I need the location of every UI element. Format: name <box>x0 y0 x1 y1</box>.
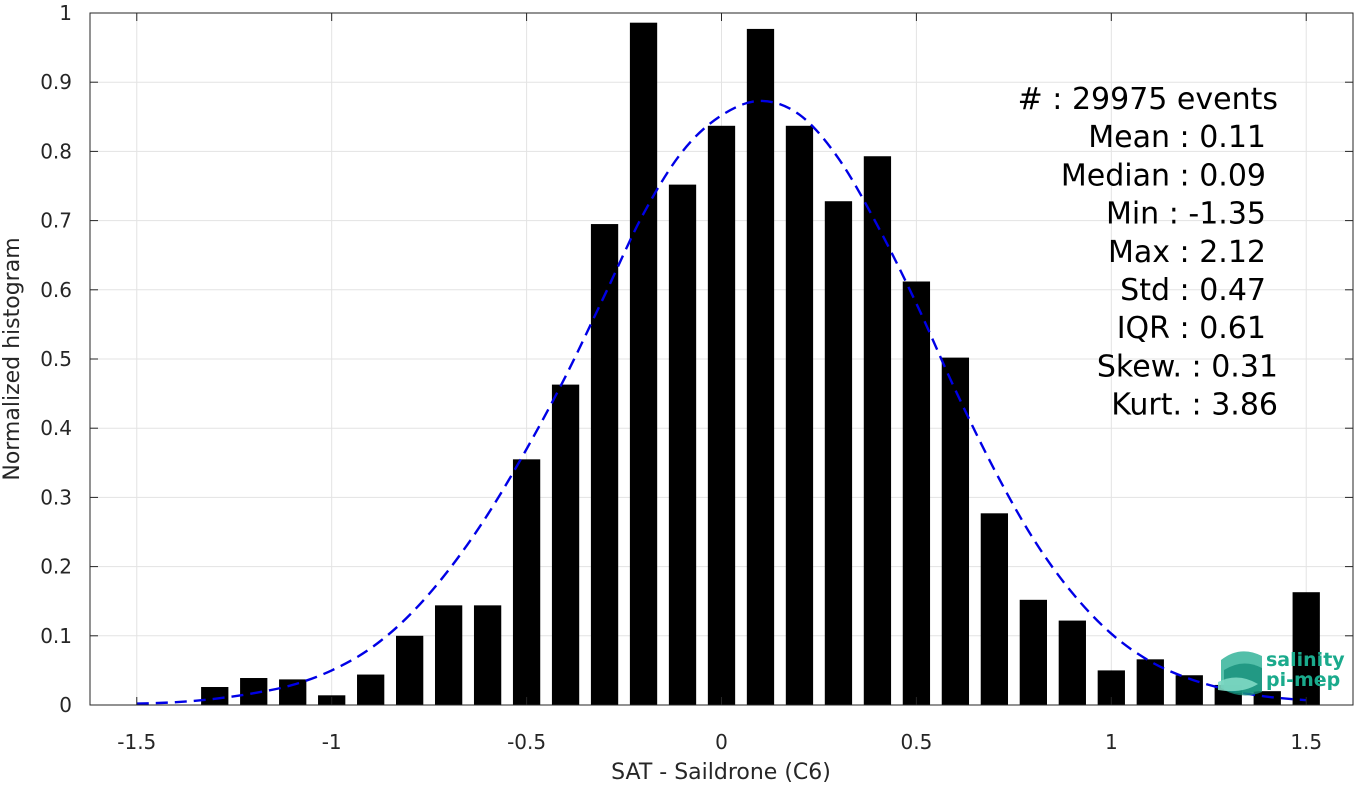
x-axis-title: SAT - Saildrone (C6) <box>611 760 831 785</box>
histogram-bar <box>1175 675 1203 705</box>
histogram-bar <box>201 687 229 705</box>
histogram-bar <box>1019 599 1047 705</box>
histogram-bar <box>629 22 658 706</box>
fit-curve <box>136 99 1307 705</box>
y-axis-title: Normalized histogram <box>0 237 25 480</box>
histogram-bar <box>785 125 814 705</box>
histogram-bar <box>357 674 385 705</box>
stat-line: Max : 2.12 <box>1108 235 1266 270</box>
stat-line: Std : 0.47 <box>1120 273 1266 308</box>
y-axis-ticks: 0 0.1 0.2 0.3 0.4 0.5 0.6 0.7 0.8 0.9 1 <box>40 1 1353 717</box>
logo-text-salinity: salinity <box>1266 649 1345 671</box>
wave-icon <box>1218 651 1262 696</box>
salinity-pi-mep-logo: salinity pi-mep <box>1218 649 1345 696</box>
histogram-bars <box>201 22 1320 706</box>
stat-line: Mean : 0.11 <box>1088 120 1266 155</box>
histogram-bar <box>941 357 970 705</box>
x-tick-label: -1.5 <box>117 730 156 754</box>
histogram-bar <box>668 184 697 706</box>
histogram-bar <box>980 513 1009 705</box>
x-tick-label: -0.5 <box>507 730 546 754</box>
histogram-bar <box>551 384 580 705</box>
histogram-bar <box>902 281 931 705</box>
stat-line: Kurt. : 3.86 <box>1111 388 1278 423</box>
y-tick-label: 0.9 <box>40 70 72 94</box>
x-axis-ticks: -1.5 -1 -0.5 0 0.5 1 1.5 <box>117 13 1322 754</box>
y-tick-label: 0.1 <box>40 624 72 648</box>
histogram-bar <box>240 678 268 705</box>
y-tick-label: 0.8 <box>40 139 72 163</box>
x-tick-label: -1 <box>322 730 342 754</box>
histogram-bar <box>746 28 775 705</box>
y-tick-label: 0.6 <box>40 278 72 302</box>
histogram-bar <box>473 605 502 705</box>
histogram-bar <box>1058 620 1086 705</box>
histogram-bar <box>279 679 307 705</box>
histogram-bar <box>1292 592 1320 705</box>
stat-line: Min : -1.35 <box>1106 197 1266 232</box>
y-tick-label: 0 <box>59 693 72 717</box>
histogram-bar <box>707 125 736 705</box>
x-tick-label: 0.5 <box>901 730 933 754</box>
histogram-bar <box>434 605 463 705</box>
y-tick-label: 1 <box>59 1 72 25</box>
logo-text-pi-mep: pi-mep <box>1266 669 1340 691</box>
histogram-bar <box>824 201 853 705</box>
histogram-bar <box>396 635 424 705</box>
stat-line: Skew. : 0.31 <box>1097 349 1278 384</box>
stat-line: Median : 0.09 <box>1061 158 1266 193</box>
y-tick-label: 0.3 <box>40 485 72 509</box>
stat-line: # : 29975 events <box>1018 82 1278 117</box>
histogram-bar <box>512 459 541 705</box>
y-tick-label: 0.2 <box>40 555 72 579</box>
histogram-bar <box>1253 691 1281 705</box>
y-tick-label: 0.7 <box>40 209 72 233</box>
stat-line: IQR : 0.61 <box>1117 311 1266 346</box>
x-tick-label: 0 <box>715 730 728 754</box>
y-tick-label: 0.4 <box>40 416 72 440</box>
histogram-bar <box>863 156 892 705</box>
x-tick-label: 1.5 <box>1290 730 1322 754</box>
histogram-bar <box>590 224 619 705</box>
x-tick-label: 1 <box>1105 730 1118 754</box>
y-tick-label: 0.5 <box>40 347 72 371</box>
